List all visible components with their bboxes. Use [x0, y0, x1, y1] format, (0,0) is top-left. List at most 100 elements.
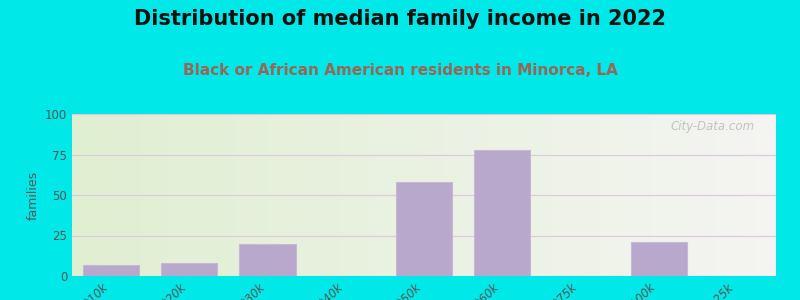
Bar	[185, 114, 188, 276]
Bar	[630, 242, 687, 276]
Bar	[550, 114, 554, 276]
Bar	[452, 114, 456, 276]
Bar	[491, 114, 494, 276]
Bar	[239, 244, 296, 276]
Bar	[97, 114, 100, 276]
Bar	[195, 114, 198, 276]
Bar	[100, 114, 104, 276]
Bar	[294, 114, 298, 276]
Bar	[364, 114, 368, 276]
Bar	[434, 114, 438, 276]
Bar	[72, 114, 75, 276]
Bar	[663, 114, 667, 276]
Bar	[607, 114, 610, 276]
Bar	[424, 114, 427, 276]
Bar	[466, 114, 470, 276]
Bar	[744, 114, 748, 276]
Bar	[125, 114, 128, 276]
Bar	[378, 114, 382, 276]
Text: Black or African American residents in Minorca, LA: Black or African American residents in M…	[182, 63, 618, 78]
Bar	[382, 114, 386, 276]
Bar	[311, 114, 315, 276]
Bar	[558, 114, 562, 276]
Bar	[371, 114, 374, 276]
Bar	[691, 114, 695, 276]
Bar	[526, 114, 530, 276]
Bar	[273, 114, 276, 276]
Bar	[702, 114, 706, 276]
Bar	[79, 114, 82, 276]
Bar	[653, 114, 656, 276]
Bar	[234, 114, 238, 276]
Bar	[650, 114, 653, 276]
Bar	[477, 114, 480, 276]
Bar	[512, 114, 515, 276]
Bar	[339, 114, 343, 276]
Bar	[245, 114, 248, 276]
Bar	[670, 114, 674, 276]
Bar	[146, 114, 150, 276]
Bar	[656, 114, 660, 276]
Bar	[544, 114, 547, 276]
Bar	[442, 114, 445, 276]
Bar	[751, 114, 755, 276]
Bar	[480, 114, 484, 276]
Bar	[198, 114, 202, 276]
Bar	[389, 114, 392, 276]
Bar	[678, 114, 681, 276]
Bar	[326, 114, 329, 276]
Bar	[118, 114, 122, 276]
Bar	[276, 114, 280, 276]
Bar	[82, 114, 86, 276]
Bar	[122, 114, 125, 276]
Bar	[572, 114, 575, 276]
Bar	[741, 114, 744, 276]
Bar	[333, 114, 336, 276]
Bar	[93, 114, 97, 276]
Bar	[192, 114, 195, 276]
Bar	[502, 114, 505, 276]
Bar	[167, 114, 170, 276]
Bar	[582, 114, 586, 276]
Bar	[590, 114, 593, 276]
Bar	[695, 114, 698, 276]
Bar	[537, 114, 540, 276]
Bar	[685, 114, 688, 276]
Bar	[614, 114, 618, 276]
Bar	[470, 114, 474, 276]
Bar	[474, 114, 477, 276]
Bar	[494, 114, 498, 276]
Bar	[336, 114, 339, 276]
Bar	[170, 114, 174, 276]
Bar	[329, 114, 333, 276]
Bar	[484, 114, 487, 276]
Bar	[730, 114, 734, 276]
Bar	[286, 114, 290, 276]
Bar	[456, 114, 459, 276]
Bar	[150, 114, 153, 276]
Bar	[315, 114, 318, 276]
Bar	[635, 114, 638, 276]
Bar	[755, 114, 758, 276]
Bar	[522, 114, 526, 276]
Bar	[135, 114, 139, 276]
Bar	[406, 114, 410, 276]
Bar	[161, 263, 218, 276]
Bar	[269, 114, 273, 276]
Bar	[748, 114, 751, 276]
Bar	[459, 114, 462, 276]
Bar	[258, 114, 262, 276]
Bar	[421, 114, 424, 276]
Bar	[533, 114, 537, 276]
Bar	[403, 114, 406, 276]
Bar	[75, 114, 79, 276]
Bar	[414, 114, 417, 276]
Bar	[210, 114, 213, 276]
Bar	[399, 114, 403, 276]
Bar	[230, 114, 234, 276]
Bar	[343, 114, 346, 276]
Bar	[758, 114, 762, 276]
Bar	[132, 114, 135, 276]
Bar	[716, 114, 720, 276]
Bar	[603, 114, 607, 276]
